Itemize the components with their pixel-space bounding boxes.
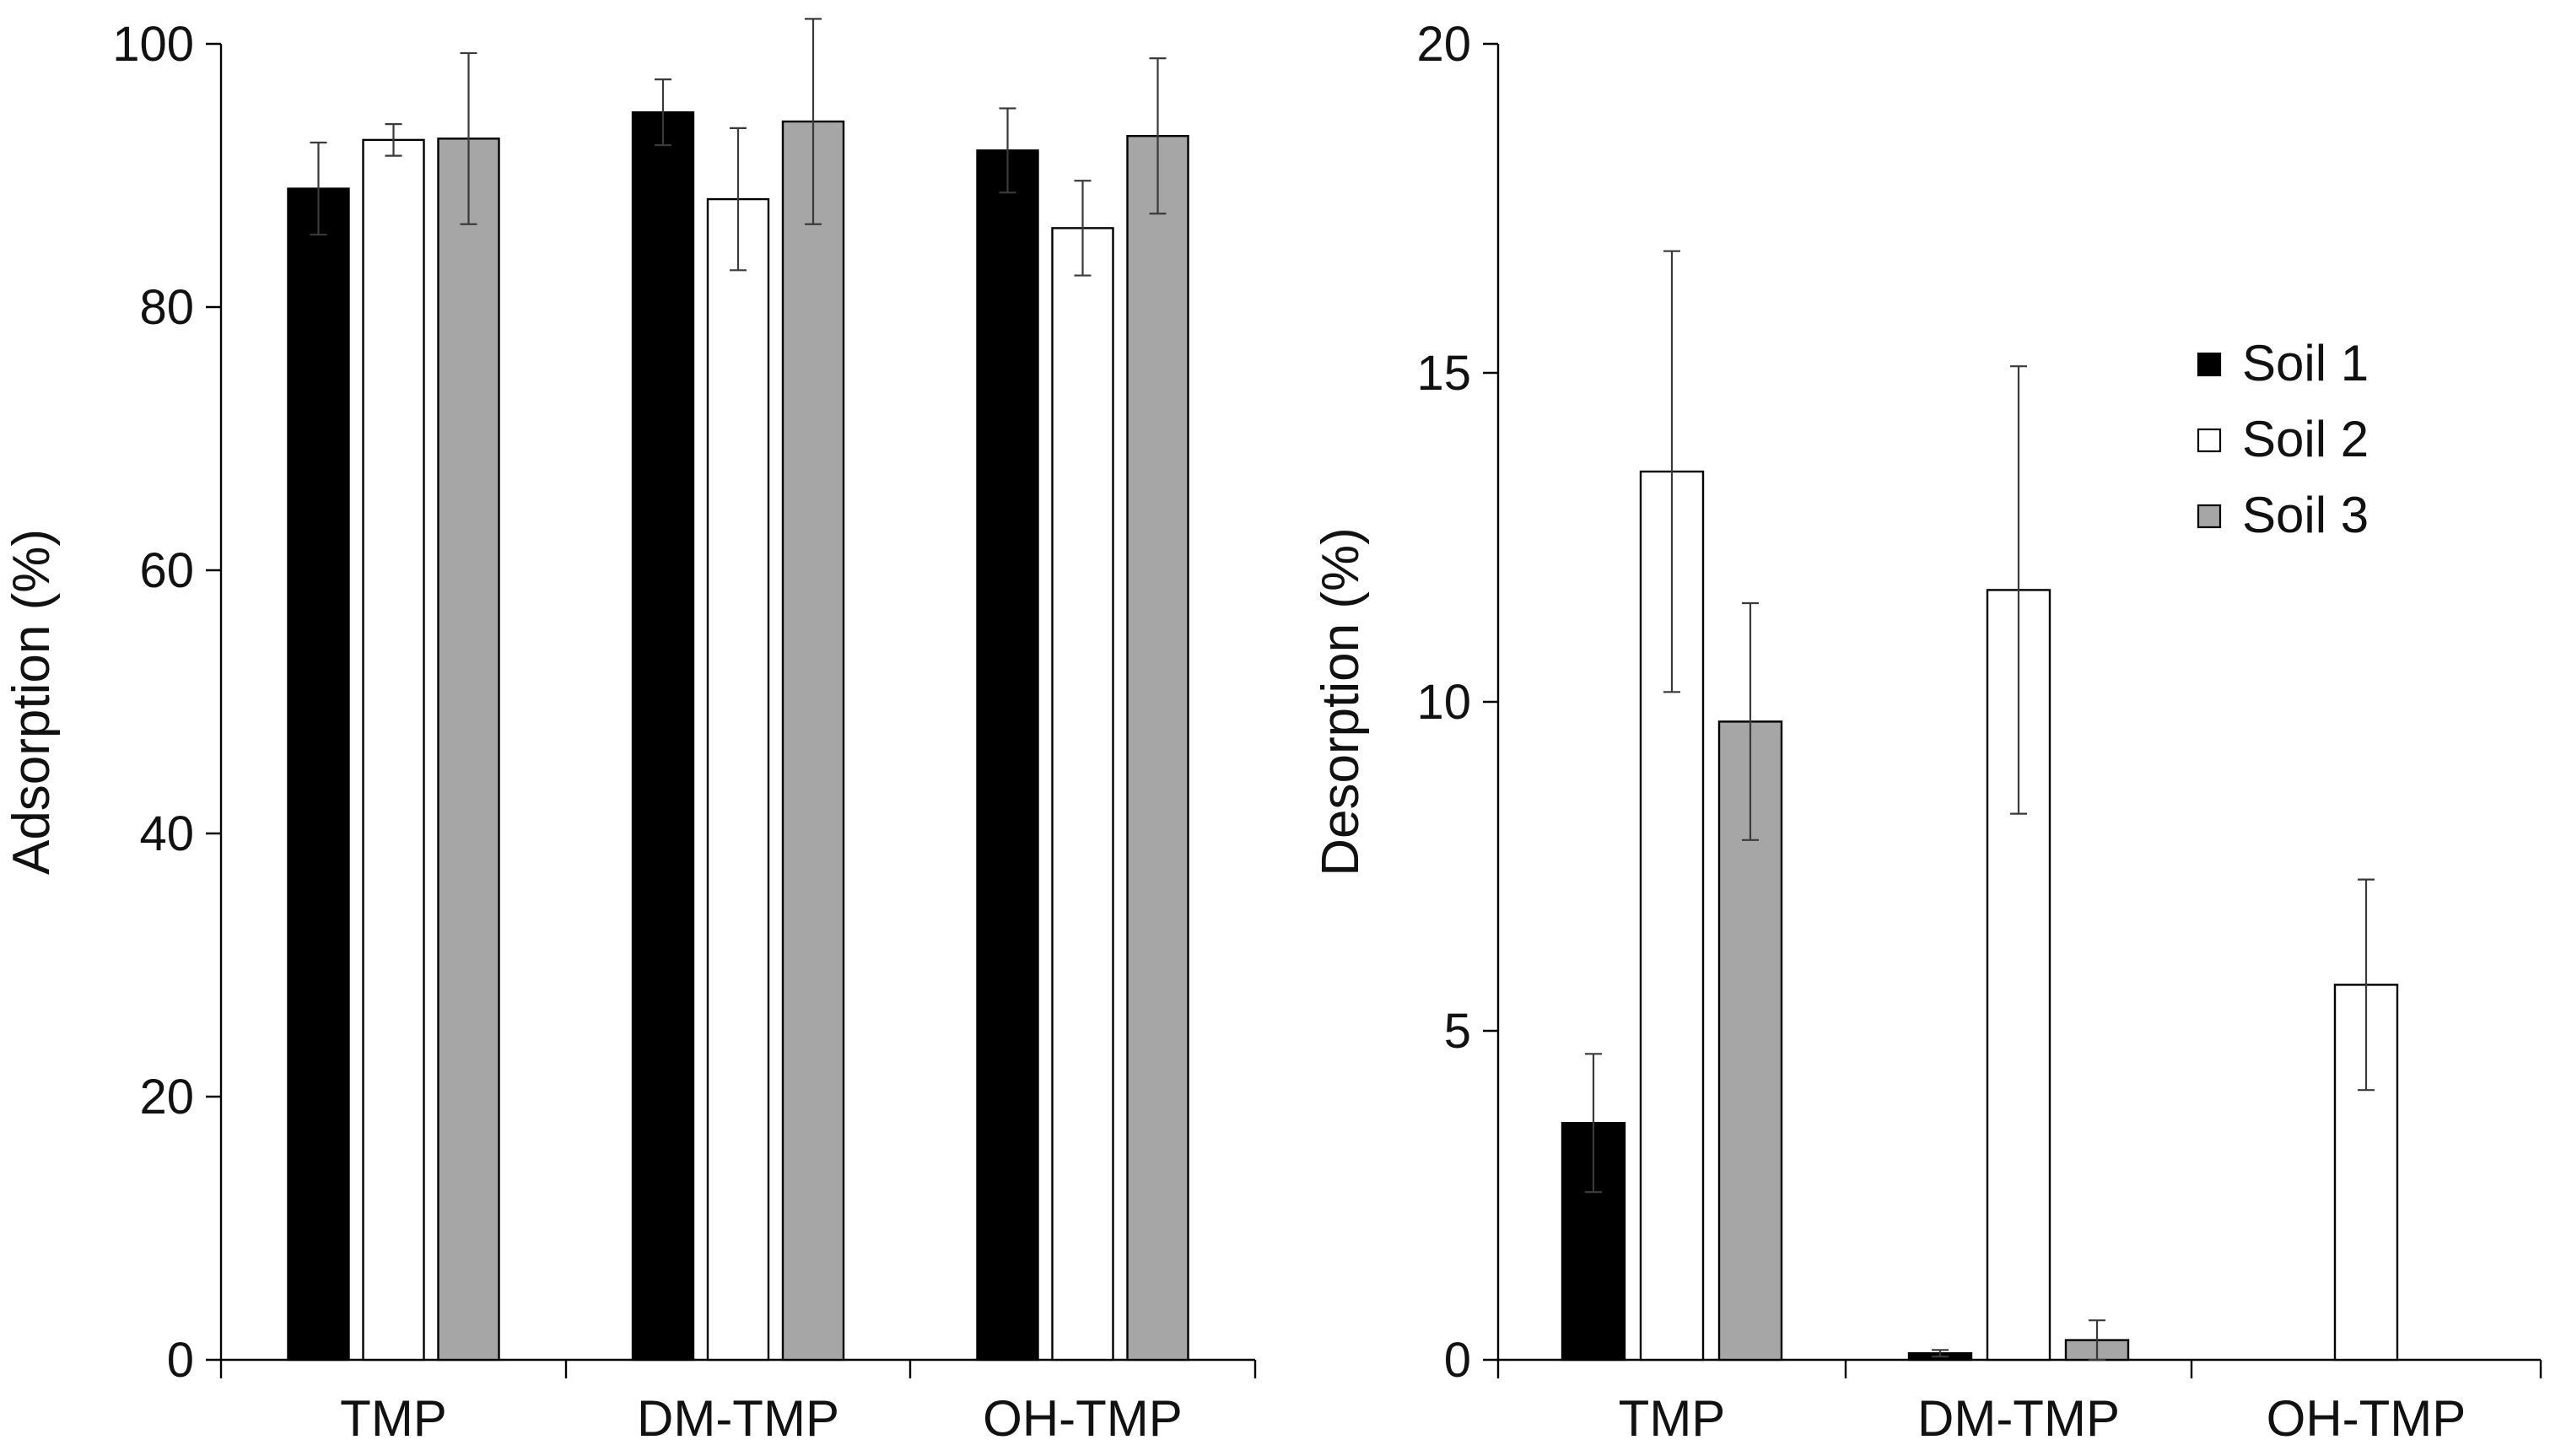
y-axis-label: Adsorption (%): [3, 529, 61, 875]
bar-soil-3-oh-tmp: [1126, 134, 1189, 1362]
legend-label: Soil 2: [2242, 411, 2369, 467]
x-category-label: OH-TMP: [983, 1390, 1183, 1447]
x-category-label: DM-TMP: [637, 1390, 839, 1447]
y-tick-label: 5: [1444, 1004, 1471, 1059]
error-bar: [2089, 1319, 2105, 1362]
error-bar: [2358, 878, 2375, 1092]
error-bar: [460, 51, 477, 225]
error-bar: [1742, 601, 1759, 841]
y-tick-label: 0: [167, 1333, 194, 1388]
y-tick-label: 10: [1416, 675, 1471, 730]
error-bar: [805, 18, 822, 225]
y-tick-label: 20: [1416, 17, 1471, 72]
error-bar: [1074, 180, 1092, 277]
legend-swatch: [2197, 504, 2222, 529]
y-tick-label: 0: [1444, 1333, 1471, 1388]
bar-soil-2-oh-tmp: [1051, 227, 1114, 1362]
y-tick-label: 40: [139, 806, 194, 861]
bar-soil-1-tmp: [287, 187, 350, 1362]
bar-soil-3-tmp: [437, 138, 500, 1362]
bar-soil-2-dm-tmp: [706, 197, 770, 1362]
y-axis-label: Desorption (%): [1312, 527, 1370, 876]
adsorption-chart: 0 20 40 60 80 100 TMP DM-TMP OH-TMP Adsorption (%…: [3, 17, 1257, 1447]
x-category-label: DM-TMP: [1917, 1390, 2120, 1447]
desorption-chart: 0 5 10 15 20 TMP DM-TMP OH-TMP Desorption (%) Soi…: [1312, 17, 2542, 1447]
error-bar: [655, 78, 671, 147]
y-tick-label: 15: [1416, 346, 1471, 401]
y-tick-label: 20: [139, 1070, 194, 1124]
error-bar: [385, 123, 402, 157]
error-bar: [1585, 1053, 1602, 1194]
error-bar: [999, 107, 1016, 194]
y-tick-label: 60: [139, 543, 194, 598]
legend-swatch: [2197, 428, 2222, 453]
error-bar: [310, 141, 327, 236]
bar-soil-1-dm-tmp: [631, 111, 695, 1362]
bar-soil-1-oh-tmp: [976, 149, 1039, 1362]
y-tick-label: 100: [112, 17, 194, 72]
error-bar: [1149, 57, 1167, 215]
error-bar: [1663, 250, 1680, 693]
y-tick-label: 80: [139, 280, 194, 335]
bar-soil-2-tmp: [362, 138, 425, 1362]
error-bar: [2010, 365, 2027, 815]
x-category-label: OH-TMP: [2267, 1390, 2466, 1447]
error-bar: [730, 127, 747, 272]
legend-label: Soil 1: [2242, 335, 2369, 391]
bar-soil-3-dm-tmp: [781, 120, 845, 1362]
x-category-label: TMP: [340, 1390, 447, 1447]
x-category-label: TMP: [1619, 1390, 1726, 1447]
legend: Soil 1 Soil 2 Soil 3: [2197, 335, 2369, 543]
bar-soil-2-dm-tmp: [1986, 589, 2051, 1362]
legend-label: Soil 3: [2242, 487, 2369, 543]
error-bar: [1932, 1349, 1949, 1358]
legend-swatch: [2197, 352, 2222, 377]
